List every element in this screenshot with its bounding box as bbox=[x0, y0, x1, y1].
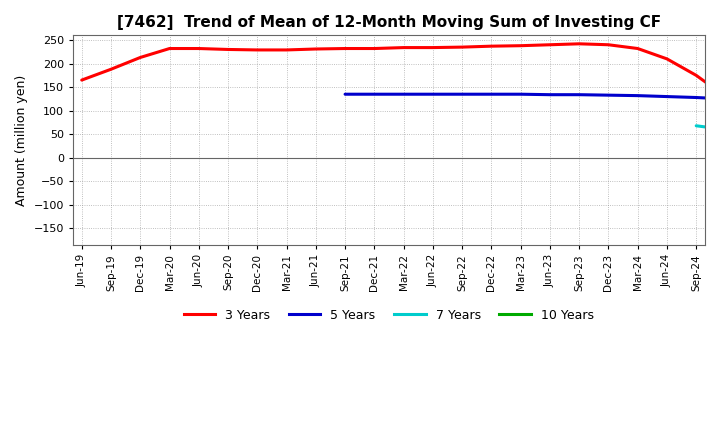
Title: [7462]  Trend of Mean of 12-Month Moving Sum of Investing CF: [7462] Trend of Mean of 12-Month Moving … bbox=[117, 15, 661, 30]
Y-axis label: Amount (million yen): Amount (million yen) bbox=[15, 74, 28, 206]
Legend: 3 Years, 5 Years, 7 Years, 10 Years: 3 Years, 5 Years, 7 Years, 10 Years bbox=[179, 304, 599, 327]
